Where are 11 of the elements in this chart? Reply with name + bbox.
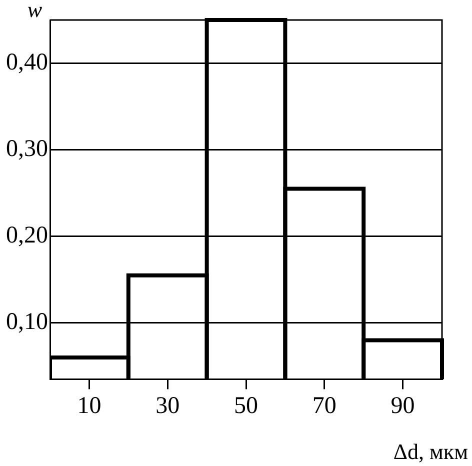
x-tick-label: 90 [390,392,415,419]
y-tick-label: 0,10 [6,309,48,336]
y-axis-title: w [27,0,42,22]
y-tick-label: 0,40 [6,50,48,76]
x-tick-label: 10 [77,392,102,419]
x-tick-label: 30 [156,392,180,419]
x-axis-title: Δd, мкм [393,438,468,464]
x-tick-label: 50 [234,392,258,419]
x-tick-label: 70 [312,392,336,419]
y-tick-label: 0,30 [6,136,48,162]
y-tick-label: 0,20 [6,222,48,249]
